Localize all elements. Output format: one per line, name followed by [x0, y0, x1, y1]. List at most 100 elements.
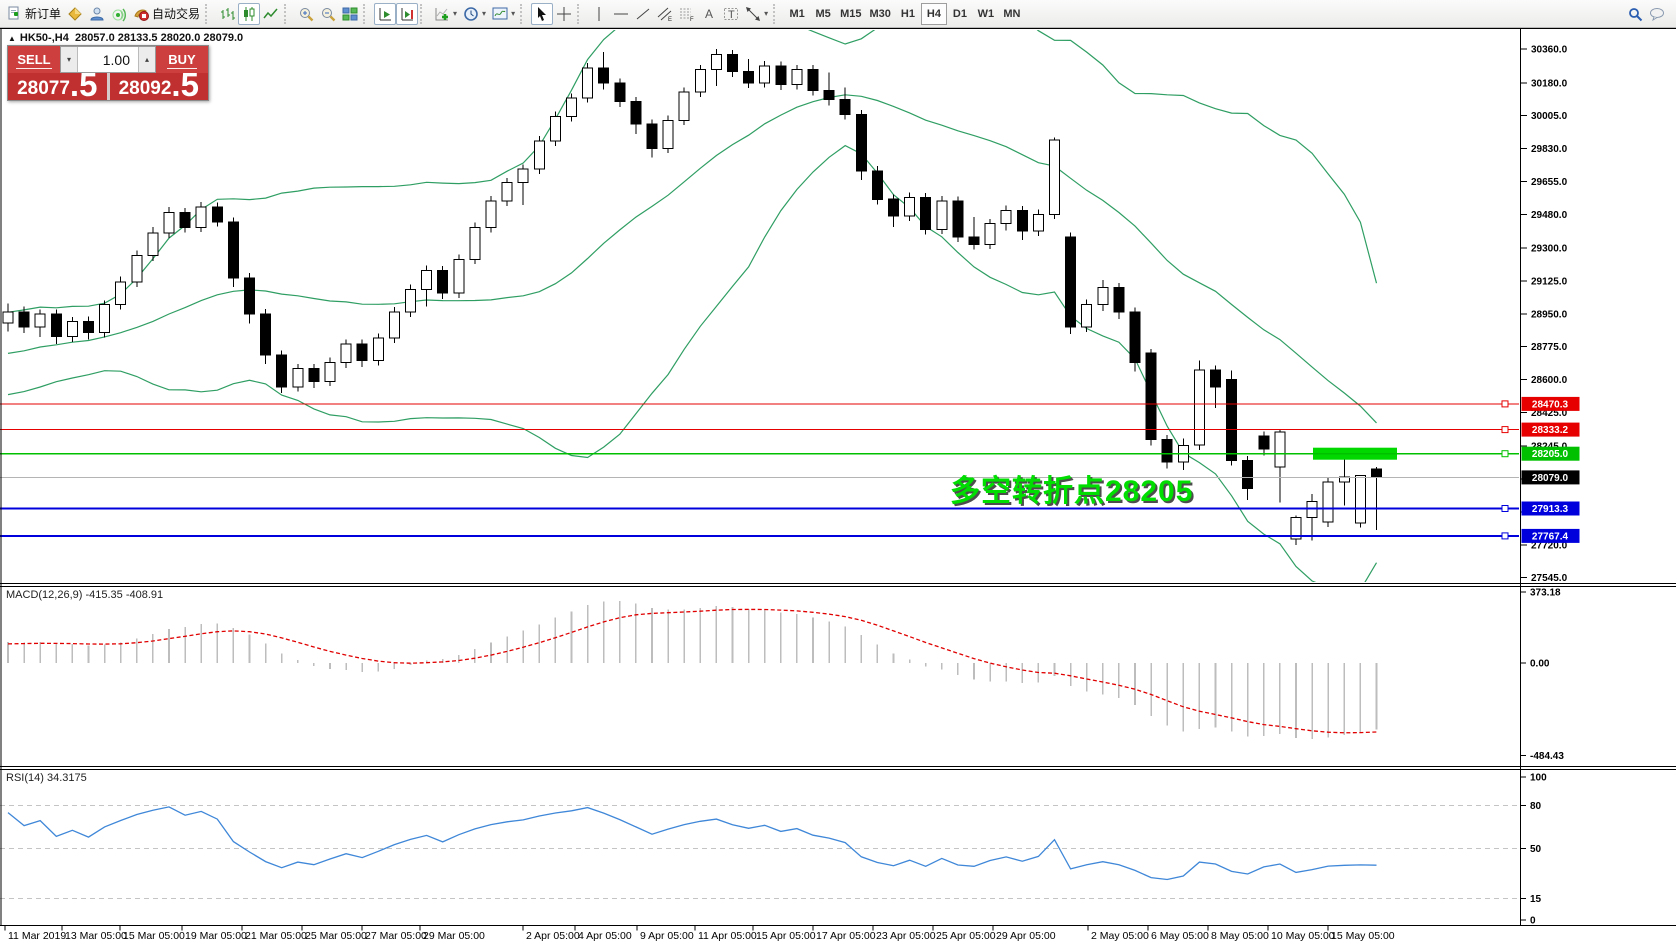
- auto-trading-button[interactable]: 自动交易: [130, 3, 203, 25]
- new-order-button[interactable]: 新订单: [3, 3, 64, 25]
- market-watch-button[interactable]: [64, 3, 86, 25]
- horizontal-line-tool-button[interactable]: [610, 3, 632, 25]
- crosshair-icon: [556, 6, 572, 22]
- candle: [356, 343, 368, 362]
- crosshair-tool-button[interactable]: [553, 3, 575, 25]
- toolbar-separator: [420, 3, 429, 24]
- volume-increase-button[interactable]: ▴: [138, 47, 155, 72]
- svg-text:28950.0: 28950.0: [1531, 309, 1568, 320]
- level-line-27767.4[interactable]: [0, 532, 1519, 540]
- text-tool-button[interactable]: A: [698, 3, 720, 25]
- candle: [888, 198, 899, 217]
- buy-price[interactable]: 28092.5: [109, 68, 208, 101]
- trendline-tool-button[interactable]: [632, 3, 654, 25]
- svg-text:28333.2: 28333.2: [1532, 425, 1569, 436]
- timeframe-button-m15[interactable]: M15: [836, 3, 865, 25]
- buy-button[interactable]: BUY: [156, 46, 208, 73]
- chart-shift-button[interactable]: [396, 2, 419, 25]
- auto-scroll-button[interactable]: [374, 2, 397, 25]
- level-handle[interactable]: [1501, 532, 1509, 540]
- timeframe-button-d1[interactable]: D1: [947, 3, 973, 25]
- indicators-button[interactable]: ▾: [431, 3, 460, 25]
- periods-button[interactable]: ▾: [460, 3, 489, 25]
- svg-text:373.18: 373.18: [1530, 588, 1561, 599]
- volume-input[interactable]: [78, 47, 138, 72]
- svg-text:-484.43: -484.43: [1530, 751, 1564, 762]
- templates-button[interactable]: ▾: [489, 3, 518, 25]
- svg-text:23 Apr 05:00: 23 Apr 05:00: [876, 930, 936, 942]
- svg-text:10 May 05:00: 10 May 05:00: [1271, 930, 1335, 942]
- cursor-tool-button[interactable]: [531, 2, 554, 25]
- vertical-line-tool-button[interactable]: [588, 3, 610, 25]
- level-handle[interactable]: [1501, 505, 1509, 512]
- svg-text:28470.3: 28470.3: [1532, 399, 1569, 410]
- signals-button[interactable]: [108, 3, 130, 25]
- timeframe-button-m30[interactable]: M30: [866, 3, 895, 25]
- sell-button[interactable]: SELL: [8, 46, 60, 73]
- level-handle[interactable]: [1501, 450, 1509, 458]
- svg-text:13 Mar 05:00: 13 Mar 05:00: [65, 930, 127, 942]
- sell-price[interactable]: 28077.5: [8, 68, 107, 101]
- timeframe-button-m5[interactable]: M5: [810, 3, 836, 25]
- symbol-name: HK50-,H4: [19, 32, 69, 44]
- arrows-icon: [745, 6, 761, 22]
- volume-decrease-button[interactable]: ▾: [61, 47, 78, 72]
- candle: [1290, 517, 1302, 540]
- new-order-label: 新订单: [25, 7, 62, 21]
- zoom-in-button[interactable]: [295, 3, 317, 25]
- candle: [775, 65, 787, 86]
- text-label-tool-button[interactable]: T: [720, 3, 742, 25]
- candle: [517, 168, 529, 183]
- panel-collapse-icon[interactable]: ▲: [8, 34, 16, 43]
- candle: [646, 123, 658, 149]
- timeframe-button-m1[interactable]: M1: [784, 3, 810, 25]
- svg-text:F: F: [690, 17, 694, 22]
- fibonacci-tool-button[interactable]: F: [676, 3, 698, 25]
- tile-windows-button[interactable]: [339, 3, 361, 25]
- toolbar-separator: [363, 3, 372, 24]
- candle: [131, 255, 143, 283]
- timeframe-button-w1[interactable]: W1: [973, 3, 999, 25]
- candle: [566, 97, 577, 118]
- svg-text:80: 80: [1530, 801, 1542, 812]
- candle: [1065, 236, 1077, 328]
- level-line-28205.0[interactable]: [0, 450, 1519, 458]
- price-divider: [106, 73, 110, 100]
- chat-button[interactable]: [1646, 3, 1668, 25]
- toolbar-separator: [577, 3, 586, 24]
- candle: [807, 69, 819, 91]
- svg-text:27 Mar 05:00: 27 Mar 05:00: [365, 930, 427, 942]
- level-line-27913.3[interactable]: [0, 505, 1519, 512]
- svg-text:15 May 05:00: 15 May 05:00: [1331, 930, 1395, 942]
- equidistant-channel-tool-button[interactable]: E: [654, 3, 676, 25]
- timeframe-button-mn[interactable]: MN: [999, 3, 1025, 25]
- chart-annotation-text[interactable]: 多空转折点28205: [950, 475, 1194, 508]
- candle: [630, 101, 642, 125]
- line-chart-button[interactable]: [260, 3, 282, 25]
- symbol-ohlc: 28057.0 28133.5 28020.0 28079.0: [74, 32, 244, 44]
- toolbar-separator: [520, 3, 529, 24]
- svg-text:30005.0: 30005.0: [1531, 111, 1568, 122]
- level-line-28333.2[interactable]: [0, 426, 1519, 434]
- timeframe-button-h4[interactable]: H4: [920, 2, 947, 25]
- price-axis[interactable]: 30360.0 30180.0 30005.0 29830.0 29655.0 29480…: [1520, 45, 1580, 927]
- candlestick-chart-button[interactable]: [238, 2, 261, 25]
- arrows-tool-button[interactable]: ▾: [742, 3, 771, 25]
- vertical-line-icon: [591, 6, 607, 22]
- svg-text:15: 15: [1530, 894, 1542, 905]
- candle: [1000, 210, 1012, 225]
- search-button[interactable]: [1624, 3, 1646, 25]
- level-handle[interactable]: [1501, 400, 1509, 408]
- svg-text:17 Apr 05:00: 17 Apr 05:00: [816, 930, 876, 942]
- zoom-out-button[interactable]: [317, 3, 339, 25]
- timeframe-button-h1[interactable]: H1: [895, 3, 921, 25]
- profile-button[interactable]: [86, 3, 108, 25]
- level-handle[interactable]: [1501, 426, 1509, 434]
- horizontal-line-icon: [613, 6, 629, 22]
- svg-text:29125.0: 29125.0: [1531, 276, 1568, 287]
- bar-chart-button[interactable]: [216, 3, 238, 25]
- candle: [115, 281, 127, 305]
- level-line-28470.3[interactable]: [0, 400, 1519, 408]
